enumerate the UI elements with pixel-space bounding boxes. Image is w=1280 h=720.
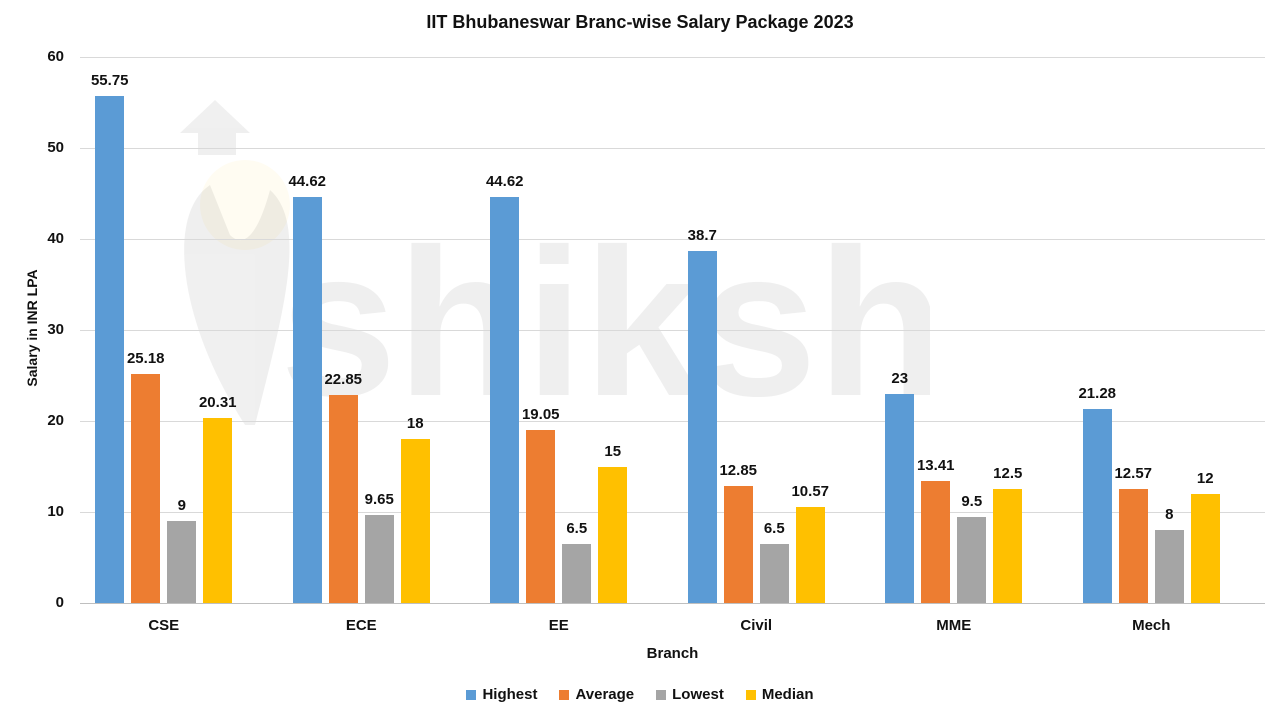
data-label: 10.57 <box>791 482 830 500</box>
legend-swatch-icon <box>559 689 570 700</box>
data-label: 12 <box>1196 469 1214 487</box>
legend: Highest Average Lowest Median <box>0 686 1280 703</box>
data-label: 6.5 <box>763 519 785 537</box>
gridline <box>80 57 1265 58</box>
data-label: 9.65 <box>364 491 394 509</box>
x-tick-label: CSE <box>148 617 180 634</box>
y-tick-label: 0 <box>55 594 64 611</box>
legend-label: Lowest <box>672 686 724 703</box>
x-tick-label: Mech <box>1132 617 1171 634</box>
y-tick-label: 10 <box>47 503 64 520</box>
legend-item-average: Average <box>559 686 634 703</box>
legend-swatch-icon <box>656 689 667 700</box>
bar-average-mme <box>921 480 951 603</box>
x-tick-label: Civil <box>740 617 773 634</box>
gridline <box>80 421 1265 422</box>
bar-median-ee <box>598 466 628 603</box>
bar-average-ece <box>328 395 358 603</box>
data-label: 13.41 <box>916 456 955 474</box>
data-label: 18 <box>406 415 424 433</box>
plot-area: 55.75 25.18 9 20.31 44.62 22.85 9.65 18 44.62 19.… <box>80 57 1265 604</box>
bar-lowest-cse <box>167 521 197 603</box>
data-label: 20.31 <box>198 394 237 412</box>
data-label: 19.05 <box>521 405 560 423</box>
bar-median-civil <box>795 506 825 603</box>
bar-highest-civil <box>687 250 717 603</box>
data-label: 8 <box>1165 506 1174 524</box>
x-tick-label: ECE <box>345 617 377 634</box>
bar-median-cse <box>203 418 233 603</box>
data-label: 44.62 <box>288 172 327 190</box>
data-label: 44.62 <box>485 172 524 190</box>
gridline <box>80 239 1265 240</box>
bar-median-mme <box>993 489 1023 603</box>
y-tick-label: 20 <box>47 412 64 429</box>
gridline <box>80 512 1265 513</box>
data-label: 25.18 <box>126 349 165 367</box>
legend-item-median: Median <box>745 686 814 703</box>
data-label: 23 <box>891 369 909 387</box>
y-tick-label: 60 <box>47 48 64 65</box>
bar-highest-ee <box>490 196 520 603</box>
data-label: 6.5 <box>566 519 588 537</box>
data-label: 21.28 <box>1078 385 1117 403</box>
bar-average-cse <box>131 373 161 603</box>
data-label: 38.7 <box>687 226 717 244</box>
y-tick-label: 40 <box>47 230 64 247</box>
bar-median-ece <box>400 439 430 603</box>
bar-highest-mme <box>885 393 915 603</box>
bar-median-mech <box>1190 493 1220 603</box>
legend-label: Median <box>761 686 814 703</box>
legend-label: Average <box>575 686 635 703</box>
bar-lowest-ece <box>364 515 394 603</box>
bar-lowest-ee <box>562 543 592 603</box>
x-tick-label: MME <box>936 617 972 634</box>
bar-highest-mech <box>1082 409 1112 603</box>
gridline <box>80 148 1265 149</box>
data-label: 15 <box>604 442 622 460</box>
data-label: 55.75 <box>90 71 129 89</box>
bar-average-civil <box>723 486 753 603</box>
bar-lowest-civil <box>759 543 789 603</box>
chart-title: IIT Bhubaneswar Branc-wise Salary Packag… <box>426 12 854 32</box>
data-label: 9.5 <box>961 492 983 510</box>
bar-average-ee <box>526 429 556 603</box>
legend-item-highest: Highest <box>466 686 537 703</box>
bar-highest-ece <box>292 196 322 603</box>
data-label: 22.85 <box>324 371 363 389</box>
legend-item-lowest: Lowest <box>656 686 724 703</box>
x-axis-label: Branch <box>646 645 699 662</box>
data-label: 12.85 <box>719 462 758 480</box>
bar-lowest-mech <box>1154 530 1184 603</box>
y-tick-label: 30 <box>47 321 64 338</box>
y-tick-label: 50 <box>47 139 64 156</box>
data-label: 12.57 <box>1114 464 1153 482</box>
bar-highest-cse <box>95 95 125 603</box>
bar-average-mech <box>1118 488 1148 603</box>
gridline <box>80 330 1265 331</box>
legend-swatch-icon <box>745 689 756 700</box>
data-label: 9 <box>177 497 186 515</box>
gridline <box>80 603 1265 604</box>
legend-swatch-icon <box>466 689 477 700</box>
legend-label: Highest <box>482 686 538 703</box>
data-label: 12.5 <box>993 465 1023 483</box>
bar-lowest-mme <box>957 516 987 603</box>
x-tick-label: EE <box>548 617 569 634</box>
